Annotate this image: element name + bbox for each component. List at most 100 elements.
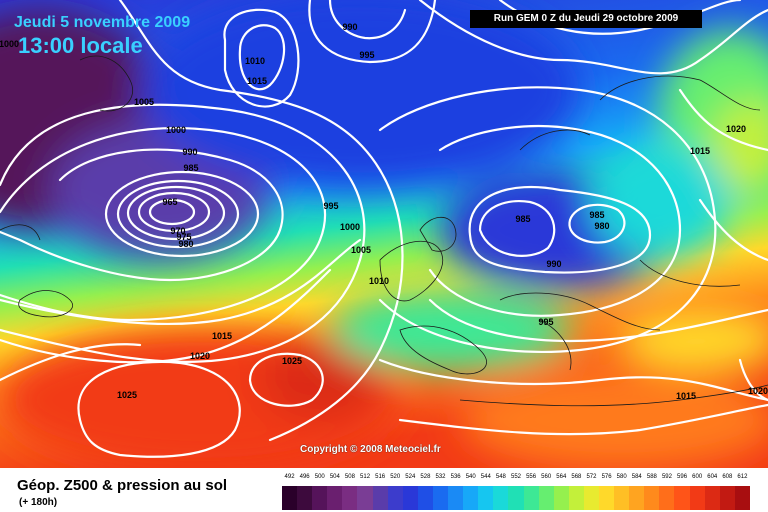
color-scale-swatch [282,486,298,510]
color-scale-label: 568 [571,474,582,480]
model-run-label: Run GEM 0 Z du Jeudi 29 octobre 2009 [470,10,702,28]
isobar-label: 1000 [340,222,360,232]
color-scale-swatch [598,486,615,510]
isobar-label: 990 [182,147,197,157]
isobar-label: 995 [359,50,374,60]
isobar-label: 1015 [247,76,267,86]
color-scale-swatch [493,486,509,510]
color-scale-label: 524 [405,474,416,480]
isobar-label: 1000 [166,125,186,135]
isobar-label: 990 [342,22,357,32]
color-scale-label: 500 [314,474,325,480]
color-scale-label: 600 [692,474,703,480]
color-scale-label: 492 [284,474,295,480]
color-scale-label: 532 [435,474,446,480]
color-scale-swatch [734,486,750,510]
color-scale-swatch [538,486,554,510]
color-scale-label: 580 [616,474,627,480]
map-title: Géop. Z500 & pression au sol [17,477,228,494]
color-scale-label: 540 [465,474,476,480]
color-scale-label: 560 [541,474,552,480]
color-scale-label: 548 [495,474,506,480]
color-scale-bar [282,486,750,510]
isobar-label: 990 [546,259,561,269]
isobar-label: 975 [176,232,191,242]
isobar-label: 1010 [369,276,389,286]
color-scale-label: 596 [677,474,688,480]
color-scale-swatch [719,486,735,510]
color-scale-swatch [583,486,599,510]
isobar-label: 1015 [212,331,232,341]
color-scale-label: 564 [556,474,567,480]
isobar-lines [0,0,768,457]
color-scale-label: 592 [661,474,672,480]
color-scale-swatch [523,486,539,510]
color-scale-swatch [327,486,343,510]
coastlines [0,55,768,407]
color-scale-label: 520 [390,474,401,480]
isobar-label: 985 [515,214,530,224]
color-scale-label: 612 [737,474,748,480]
color-scale-swatch [387,486,403,510]
color-scale-label: 536 [450,474,461,480]
isobar-label: 1015 [690,146,710,156]
color-scale-swatch [297,486,313,510]
color-scale-swatch [674,486,690,510]
color-scale-label: 576 [601,474,612,480]
color-scale-label: 572 [586,474,597,480]
color-scale-labels: 492 496 500 504 508 512 516 520 524 528 532 536 540 5… [282,474,750,486]
color-scale-swatch [508,486,524,510]
color-scale-label: 528 [420,474,431,480]
color-scale-swatch [463,486,479,510]
color-scale-swatch [432,486,449,510]
isobar-label: 1015 [676,391,696,401]
isobar-label: 1020 [748,386,768,396]
isobar-label: 1005 [134,97,154,107]
color-scale-label: 552 [510,474,522,480]
isobar-label: 970 [170,226,185,236]
color-scale-swatch [614,486,630,510]
color-scale: 492 496 500 504 508 512 516 520 524 528 532 536 540 5… [282,474,750,510]
color-scale-label: 512 [360,474,371,480]
isobar-label: 1020 [190,351,210,361]
isobar-label: 1005 [351,245,371,255]
isobar-labels: 1000 990 995 1010 1015 1005 1000 990 985… [0,22,768,401]
isobar-label: 1020 [726,124,746,134]
color-scale-swatch [448,486,464,510]
forecast-date: Jeudi 5 novembre 2009 [14,14,191,31]
isobar-label: 985 [589,210,604,220]
color-scale-swatch [478,486,494,510]
color-scale-label: 556 [526,474,537,480]
forecast-time: 13:00 locale [18,33,143,58]
color-scale-label: 544 [480,474,491,480]
isobar-label: 1025 [117,390,137,400]
isobar-label: 965 [162,197,177,207]
color-scale-swatch [357,486,373,510]
color-scale-swatch [417,486,433,510]
color-scale-swatch [402,486,418,510]
color-scale-label: 516 [375,474,386,480]
isobar-label: 985 [183,163,198,173]
color-scale-swatch [689,486,705,510]
isobar-label: 980 [594,221,609,231]
copyright-notice: Copyright © 2008 Meteociel.fr [300,444,441,455]
isobar-label: 1000 [0,39,19,49]
color-scale-label: 508 [344,474,355,480]
color-scale-swatch [568,486,584,510]
legend-footer: Géop. Z500 & pression au sol (+ 180h) 49… [0,468,768,512]
isobar-label: 995 [323,201,338,211]
isobar-label: 1025 [282,356,302,366]
color-scale-swatch [644,486,660,510]
geopotential-map: 1000 990 995 1010 1015 1005 1000 990 985… [0,0,768,468]
color-scale-swatch [553,486,569,510]
color-scale-label: 496 [299,474,310,480]
forecast-lead-time: (+ 180h) [19,497,58,508]
color-scale-swatch [312,486,328,510]
isobar-label: 1010 [245,56,265,66]
color-scale-label: 584 [631,474,642,480]
color-scale-swatch [659,486,675,510]
color-scale-swatch [629,486,645,510]
color-scale-label: 588 [646,474,657,480]
color-scale-swatch [372,486,388,510]
